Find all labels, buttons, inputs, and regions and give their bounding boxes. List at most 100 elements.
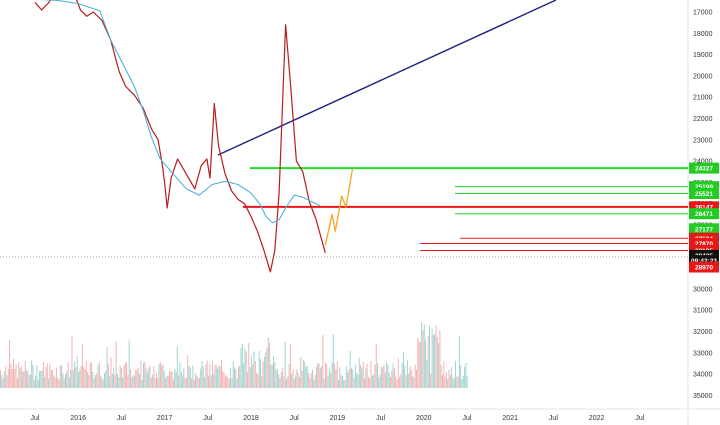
volume-bar [183, 368, 185, 388]
volume-bar [374, 364, 376, 388]
volume-bar [461, 379, 463, 388]
volume-bar [460, 365, 462, 388]
price-tick-label: 35000 [693, 393, 713, 400]
time-tick-label: 2020 [416, 415, 432, 422]
volume-bar [271, 364, 273, 388]
price-tick-label: 21000 [693, 95, 713, 102]
volume-bar [31, 360, 33, 388]
volume-bar [344, 379, 346, 388]
volume-bar [387, 364, 389, 388]
volume-bar [149, 365, 151, 388]
price-label-text: 25521 [695, 191, 713, 198]
volume-bar [230, 368, 232, 388]
volume-bar [39, 371, 40, 388]
volume-bar [159, 362, 161, 388]
volume-bar [345, 366, 347, 388]
price-series [34, 0, 354, 273]
volume-bar [143, 363, 144, 388]
volume-bar [48, 378, 50, 388]
volume-bar [353, 377, 355, 388]
volume-bar [326, 364, 328, 388]
volume-bar [192, 365, 194, 388]
volume-bar [227, 377, 229, 388]
time-tick-label: 2017 [157, 415, 173, 422]
volume-bar [364, 378, 365, 388]
volume-bar [88, 375, 90, 388]
volume-bar [145, 367, 147, 388]
volume-bar [429, 325, 430, 388]
volume-bar [458, 336, 460, 388]
volume-bar [401, 362, 403, 388]
price-label-box [689, 255, 719, 267]
volume-bar [1, 375, 3, 388]
volume-bar [295, 375, 297, 388]
volume-bar [210, 375, 212, 388]
volume-bar [167, 376, 169, 388]
volume-bar [154, 378, 156, 388]
volume-bar [175, 371, 177, 388]
volume-bar [388, 372, 390, 388]
volume-bar [136, 370, 138, 388]
volume-bar [23, 371, 25, 388]
volume-bar [206, 360, 208, 388]
volume-bar [319, 367, 321, 388]
volume-bar [115, 341, 117, 388]
volume-bar [249, 366, 251, 388]
volume-bar [408, 373, 410, 388]
volume-bar [120, 367, 122, 388]
volume-bar [365, 368, 367, 388]
volume-bar [254, 360, 256, 388]
volume-bar [288, 364, 290, 388]
volume-bar [15, 364, 17, 388]
volume-bar [140, 360, 142, 388]
volume-bar [46, 363, 48, 388]
volume-bar [193, 379, 195, 388]
volume-bar [257, 374, 259, 388]
time-tick-label: 2021 [502, 415, 518, 422]
volume-bar [435, 325, 437, 388]
volume-bar [395, 376, 397, 388]
volume-bar [161, 365, 163, 388]
volume-bar [111, 373, 113, 388]
volume-bar [67, 361, 69, 388]
volume-bar [146, 372, 148, 388]
volume-bar [275, 369, 277, 388]
volume-bar [92, 371, 94, 388]
volume-bar [118, 377, 120, 388]
volume-bar [266, 347, 268, 388]
volume-bar [279, 378, 281, 388]
volume-bar [217, 368, 219, 388]
volume-bar [453, 378, 455, 388]
volume-bar [270, 364, 272, 388]
price-tick-label: 19000 [693, 52, 713, 59]
volume-bar [352, 369, 354, 388]
volume-bar [292, 369, 294, 388]
volume-bar [85, 360, 87, 388]
price-tick-label: 23000 [693, 137, 713, 144]
volume-bar [410, 369, 412, 388]
volume-bar [226, 374, 228, 388]
volume-bar [466, 376, 468, 388]
volume-bar [231, 378, 233, 388]
volume-bar [403, 352, 404, 388]
volume-bar [445, 372, 447, 388]
volume-bar [209, 364, 211, 388]
volume-bar [156, 373, 157, 388]
trend-line[interactable] [217, 0, 557, 156]
volume-bar [214, 364, 216, 388]
volume-bar [135, 370, 137, 388]
volume-bar [341, 375, 343, 388]
volume-bar [380, 367, 382, 388]
volume-bar [267, 337, 269, 388]
volume-bar [122, 377, 124, 388]
time-tick-label: Jul [635, 415, 644, 422]
volume-bar [113, 367, 115, 388]
time-tick-label: 2018 [243, 415, 259, 422]
time-tick-label: 2016 [70, 415, 86, 422]
volume-bar [306, 366, 308, 388]
moving-average-line [39, 0, 321, 224]
volume-bar [158, 363, 160, 388]
volume-bar [53, 375, 55, 388]
time-tick-label: 2022 [589, 415, 605, 422]
volume-bar [370, 361, 372, 388]
